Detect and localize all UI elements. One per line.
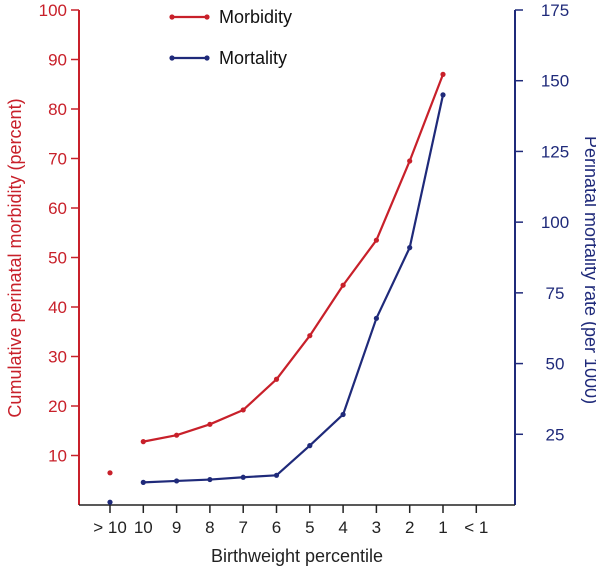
left-tick-label: 100 xyxy=(39,1,67,20)
right-axis-title: Perinatal mortality rate (per 1000) xyxy=(581,136,596,404)
left-tick-label: 40 xyxy=(48,298,67,317)
mortality-point xyxy=(140,479,146,485)
morbidity-point xyxy=(140,439,146,445)
mortality-point xyxy=(273,472,280,478)
morbidity-point xyxy=(207,421,213,427)
x-tick-label: 3 xyxy=(372,518,381,537)
right-tick-label: 175 xyxy=(541,1,569,20)
mortality-line xyxy=(143,94,445,484)
x-tick-label: 6 xyxy=(272,518,281,537)
mortality-point xyxy=(307,443,313,449)
x-tick-label: 8 xyxy=(205,518,214,537)
x-tick-label: > 10 xyxy=(93,518,127,537)
mortality-point xyxy=(440,92,446,98)
legend-dot xyxy=(204,55,210,61)
morbidity-point xyxy=(174,432,180,438)
x-tick-label: 10 xyxy=(134,518,153,537)
legend-label-morbidity: Morbidity xyxy=(219,7,292,27)
morbidity-point xyxy=(373,237,379,243)
series-layer xyxy=(107,71,446,505)
x-tick-label: 4 xyxy=(338,518,347,537)
legend-dot xyxy=(169,14,175,20)
left-tick-label: 90 xyxy=(48,51,67,70)
morbidity-point xyxy=(273,376,280,382)
morbidity-point xyxy=(340,282,346,288)
morbidity-isolated-point xyxy=(107,470,113,476)
left-tick-label: 50 xyxy=(48,249,67,268)
right-tick-label: 100 xyxy=(541,213,569,232)
x-tick-label: 1 xyxy=(438,518,447,537)
mortality-point xyxy=(407,245,413,251)
left-tick-label: 70 xyxy=(48,150,67,169)
mortality-point xyxy=(340,411,346,418)
mortality-point xyxy=(174,478,180,484)
x-tick-label: < 1 xyxy=(464,518,488,537)
right-axis-ticks: 25 50 75 100 125 150 175 xyxy=(515,1,569,444)
x-axis-title: Birthweight percentile xyxy=(211,546,383,566)
x-tick-label: 2 xyxy=(405,518,414,537)
legend-dot xyxy=(169,55,175,61)
mortality-point xyxy=(240,474,246,480)
mortality-point xyxy=(373,315,379,321)
legend-label-mortality: Mortality xyxy=(219,48,287,68)
morbidity-point xyxy=(440,71,446,77)
legend-dot xyxy=(204,14,210,20)
x-tick-label: 7 xyxy=(238,518,247,537)
morbidity-line xyxy=(143,73,445,443)
left-tick-label: 60 xyxy=(48,199,67,218)
left-tick-label: 30 xyxy=(48,348,67,367)
right-tick-label: 75 xyxy=(546,284,565,303)
mortality-isolated-point xyxy=(107,499,113,505)
morbidity-point xyxy=(407,158,413,164)
left-tick-label: 80 xyxy=(48,100,67,119)
right-tick-label: 125 xyxy=(541,142,569,161)
x-tick-label: 5 xyxy=(305,518,314,537)
x-tick-label: 9 xyxy=(172,518,181,537)
legend: Morbidity Mortality xyxy=(169,7,292,68)
right-tick-label: 150 xyxy=(541,72,569,91)
left-tick-label: 10 xyxy=(48,447,67,466)
morbidity-point xyxy=(307,333,313,339)
right-tick-label: 25 xyxy=(546,425,565,444)
right-tick-label: 50 xyxy=(546,355,565,374)
x-axis-ticks: > 10 10 9 8 7 6 5 4 3 2 1 < 1 xyxy=(93,505,488,537)
mortality-point xyxy=(207,476,213,483)
left-tick-label: 20 xyxy=(48,397,67,416)
left-axis-ticks: 10 20 30 40 50 60 70 80 90 100 xyxy=(39,1,79,466)
left-axis-title: Cumulative perinatal morbidity (percent) xyxy=(5,98,25,417)
morbidity-point xyxy=(240,407,246,413)
